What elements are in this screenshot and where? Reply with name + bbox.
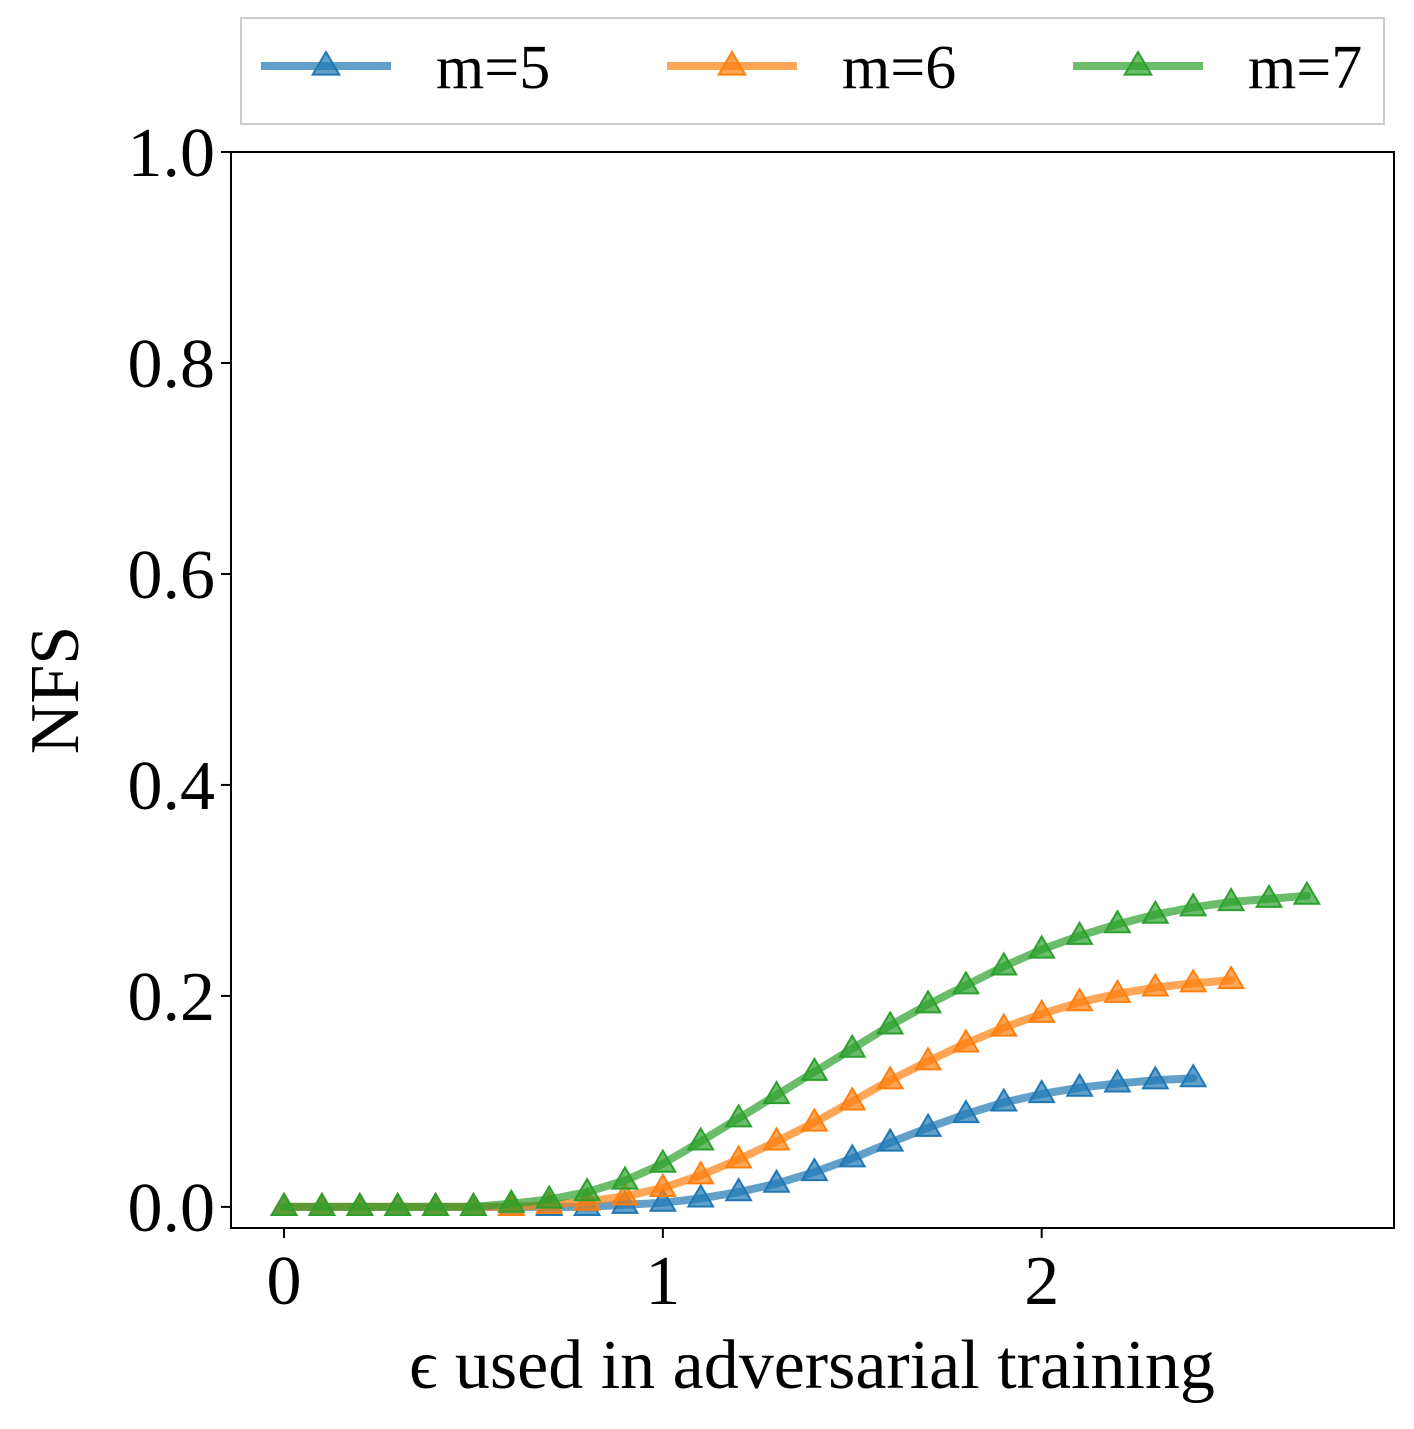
data-point-marker (800, 1056, 829, 1081)
data-point-marker (762, 1126, 791, 1151)
data-point-marker (838, 1033, 867, 1058)
data-point-marker (913, 1112, 943, 1137)
y-tick-label: 0.2 (128, 959, 216, 1036)
series-m=5 (269, 1063, 1208, 1216)
series-m=6 (269, 965, 1246, 1216)
data-point-marker (762, 1168, 791, 1193)
data-point-marker (459, 1191, 488, 1216)
legend-marker (1122, 50, 1154, 76)
legend: m=5 m=6 m=7 (261, 34, 1362, 102)
y-tick-label: 0.8 (128, 326, 216, 403)
data-point-marker (421, 1191, 450, 1216)
data-point-marker (1141, 899, 1170, 924)
data-point-marker (1254, 883, 1284, 908)
y-tick-label: 0.6 (128, 537, 216, 614)
data-point-marker (1141, 1065, 1170, 1090)
series-m=7 (269, 880, 1321, 1216)
legend-item: m=5 (261, 34, 550, 102)
y-tick-label: 0.4 (128, 748, 216, 825)
data-point-marker (269, 1191, 299, 1216)
data-point-marker (989, 1087, 1018, 1112)
data-point-marker (838, 1086, 867, 1111)
data-point-marker (876, 1065, 905, 1090)
data-point-marker (951, 1099, 981, 1124)
data-point-marker (800, 1107, 829, 1132)
data-point-marker (1027, 934, 1056, 959)
data-point-marker (648, 1172, 677, 1197)
data-point-marker (1141, 972, 1170, 997)
data-point-marker (1217, 965, 1246, 990)
data-point-marker (989, 951, 1018, 976)
plot-frame (230, 151, 1395, 1229)
legend-label: m=6 (842, 34, 956, 102)
data-point-marker (1179, 1063, 1208, 1088)
data-point-marker (724, 1177, 753, 1202)
legend-item: m=6 (667, 34, 956, 102)
x-axis-label: ϵ used in adversarial training (409, 1327, 1215, 1404)
data-point-marker (1179, 968, 1208, 993)
data-point-marker (573, 1177, 602, 1202)
legend-frame (240, 17, 1385, 125)
data-point-marker (610, 1165, 640, 1190)
data-point-marker (724, 1103, 753, 1128)
data-point-marker (724, 1144, 753, 1169)
data-point-marker (1065, 987, 1094, 1012)
legend-item: m=7 (1073, 34, 1362, 102)
data-point-marker (1103, 1068, 1132, 1093)
data-point-marker (1065, 920, 1094, 945)
y-axis-label: NFS (17, 626, 94, 754)
data-point-marker (1103, 909, 1132, 934)
data-point-marker (1027, 998, 1056, 1023)
data-point-marker (648, 1148, 677, 1173)
data-point-marker (913, 1046, 943, 1071)
data-point-marker (535, 1184, 564, 1209)
legend-label: m=7 (1248, 34, 1362, 102)
data-point-marker (838, 1143, 867, 1168)
series-line (280, 891, 1311, 1211)
y-tick-label: 0.0 (128, 1170, 216, 1247)
legend-marker (716, 50, 748, 76)
data-point-marker (913, 989, 943, 1014)
data-point-marker (686, 1126, 715, 1151)
data-point-marker (1292, 880, 1321, 905)
x-tick-label: 1 (645, 1243, 680, 1320)
data-point-marker (762, 1080, 791, 1105)
data-point-marker (876, 1010, 905, 1035)
data-point-marker (1217, 887, 1246, 912)
data-point-marker (307, 1191, 337, 1216)
legend-label: m=5 (436, 34, 550, 102)
x-tick-label: 2 (1024, 1243, 1059, 1320)
legend-marker (310, 50, 342, 76)
axis-ticks: 0.0 0.2 0.4 0.6 0.8 1.0 0 1 2 (128, 115, 1060, 1320)
data-point-marker (610, 1181, 640, 1206)
series-group (269, 880, 1321, 1216)
data-point-marker (1065, 1072, 1094, 1097)
data-point-marker (951, 970, 981, 995)
y-tick-label: 1.0 (128, 115, 216, 192)
data-point-marker (800, 1157, 829, 1182)
data-point-marker (497, 1188, 526, 1213)
data-point-marker (686, 1183, 715, 1208)
data-point-marker (989, 1012, 1018, 1037)
data-point-marker (345, 1191, 374, 1216)
data-point-marker (876, 1127, 905, 1152)
x-tick-label: 0 (267, 1243, 302, 1320)
data-point-marker (686, 1160, 715, 1185)
data-point-marker (951, 1028, 981, 1053)
data-point-marker (1027, 1079, 1056, 1104)
data-point-marker (648, 1187, 677, 1212)
data-point-marker (383, 1191, 412, 1216)
data-point-marker (1103, 978, 1132, 1003)
data-point-marker (1179, 892, 1208, 917)
